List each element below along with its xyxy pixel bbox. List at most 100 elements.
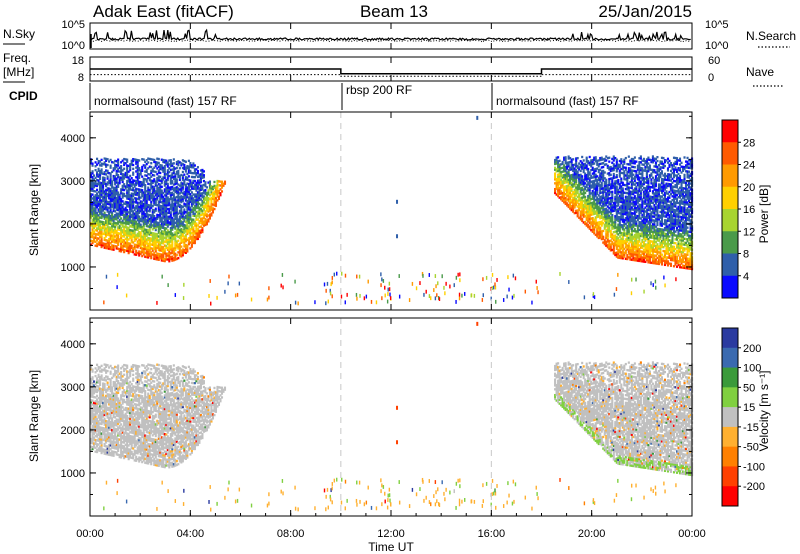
power-cell [609,200,612,204]
power-cell [90,181,93,184]
power-cell [557,162,560,165]
power-cell [618,243,621,246]
power-cell [572,204,575,207]
power-cell [614,189,617,193]
power-cell [106,200,109,204]
power-cell [585,224,588,227]
power-cell [609,247,612,250]
power-cell [570,185,573,188]
power-cell [150,225,153,229]
power-cell [153,242,156,245]
power-cell [567,172,570,176]
power-cell [555,168,558,171]
power-cell [198,189,201,192]
power-cell [102,195,105,199]
power-cell [596,163,599,166]
power-cell [615,195,618,198]
power-cell [186,225,189,228]
power-cell [178,215,181,218]
power-cell [606,232,609,235]
power-cell [612,182,615,185]
power-cell [591,195,594,199]
power-cell [605,180,608,183]
power-cell [121,211,124,215]
power-cell [177,247,180,250]
power-cell [602,191,605,194]
power-cell [120,244,123,247]
power-cell [178,211,181,214]
power-cell [597,163,600,166]
power-cell [605,201,608,205]
power-cell [109,232,112,235]
power-cell [566,167,569,170]
power-cell [177,202,180,206]
power-cell [121,248,124,251]
power-cell [591,176,594,179]
power-cell [169,219,172,222]
power-cell [620,225,623,229]
power-cell [169,257,172,261]
power-cell [127,186,130,189]
power-cell [187,171,190,174]
power-cell [217,189,221,193]
power-cell [139,188,142,192]
power-cell [575,192,578,195]
power-cell [162,257,165,261]
power-cell [579,218,582,221]
power-cell [168,215,171,218]
power-cell [166,202,169,205]
power-cell [620,206,623,209]
power-cell [168,200,171,203]
power-cell [602,200,605,204]
power-cell [123,231,126,234]
power-cell [162,213,165,216]
power-cell [112,176,115,180]
power-cell [150,158,153,161]
power-cell [608,230,611,233]
power-cell [178,209,181,212]
power-cell [612,201,615,205]
power-cell [160,257,163,260]
power-cell [135,193,138,196]
power-cell [166,225,169,228]
power-cell [136,166,139,170]
power-cell [220,180,224,183]
power-cell [213,200,216,203]
power-cell [620,255,623,258]
power-cell [144,245,147,249]
power-cell [100,162,103,165]
power-cell [618,241,621,244]
power-cell [213,202,216,205]
power-cell [117,222,120,225]
power-cell [96,237,99,240]
power-cell [123,192,126,196]
power-cell [94,213,97,216]
power-cell [154,207,157,210]
power-cell [189,223,192,227]
power-cell [557,169,560,173]
power-cell [91,234,94,237]
power-cell [91,239,94,243]
power-cell [171,201,174,204]
power-cell [588,186,591,190]
power-cell [133,237,136,241]
power-cell [614,218,617,222]
power-cell [171,251,174,255]
power-cell [100,199,103,202]
power-cell [563,156,566,159]
power-cell [151,185,154,188]
power-cell [163,228,166,232]
power-cell [153,226,156,229]
power-cell [165,190,168,193]
power-cell [591,222,594,226]
power-cell [193,193,196,196]
power-cell [162,215,165,218]
power-cell [585,185,588,188]
power-cell [599,203,602,206]
power-cell [99,200,102,204]
power-cell [103,180,106,183]
power-cell [100,158,103,162]
power-cell [597,221,600,224]
power-cell [596,235,599,238]
power-cell [93,213,96,216]
